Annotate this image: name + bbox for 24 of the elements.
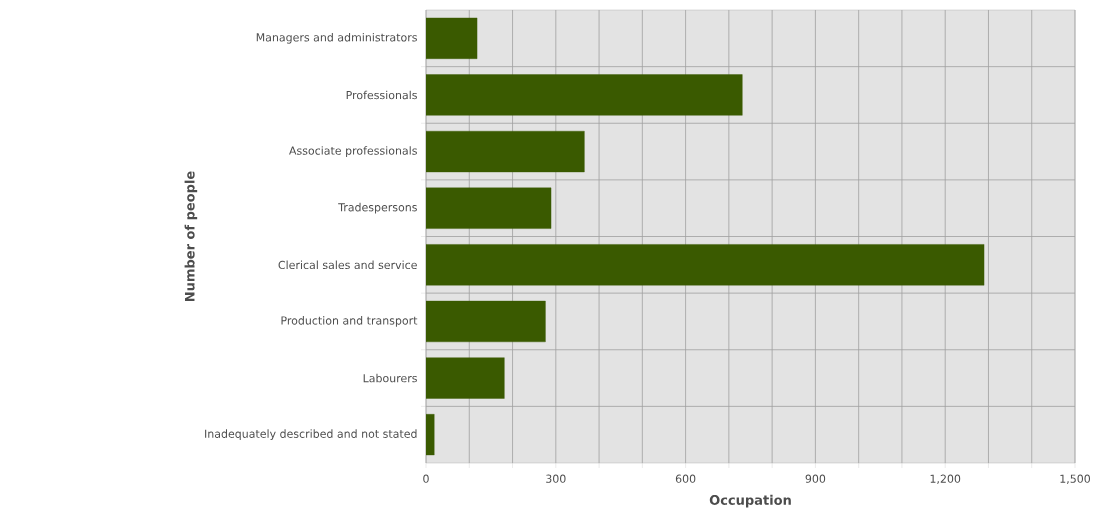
y-tick-label: Inadequately described and not stated	[205, 429, 417, 441]
y-tick-label: Associate professionals	[289, 146, 417, 157]
x-tick-label: 300	[546, 474, 566, 483]
y-tick-label: Professionals	[346, 90, 417, 100]
y-tick-label: Tradespersons	[338, 202, 417, 214]
x-tick-label: 1,500	[1060, 474, 1090, 484]
bar	[426, 414, 435, 456]
y-tick-label: Labourers	[363, 373, 417, 383]
x-tick-label: 0	[423, 474, 429, 483]
x-axis-title: Occupation	[709, 494, 791, 508]
bar	[426, 300, 546, 343]
y-tick-label: Managers and administrators	[256, 33, 417, 44]
bar	[426, 74, 743, 116]
x-tick-label: 1,200	[930, 474, 961, 484]
bar	[426, 130, 585, 173]
x-tick-label: 900	[805, 474, 826, 483]
y-tick-label: Clerical sales and service	[278, 260, 417, 270]
bar	[426, 187, 552, 229]
x-tick-label: 600	[675, 474, 696, 483]
y-tick-label: Production and transport	[281, 316, 418, 327]
bar	[426, 17, 478, 59]
bar	[426, 244, 985, 286]
bar	[426, 357, 505, 399]
y-axis-title: Number of people	[184, 171, 198, 302]
